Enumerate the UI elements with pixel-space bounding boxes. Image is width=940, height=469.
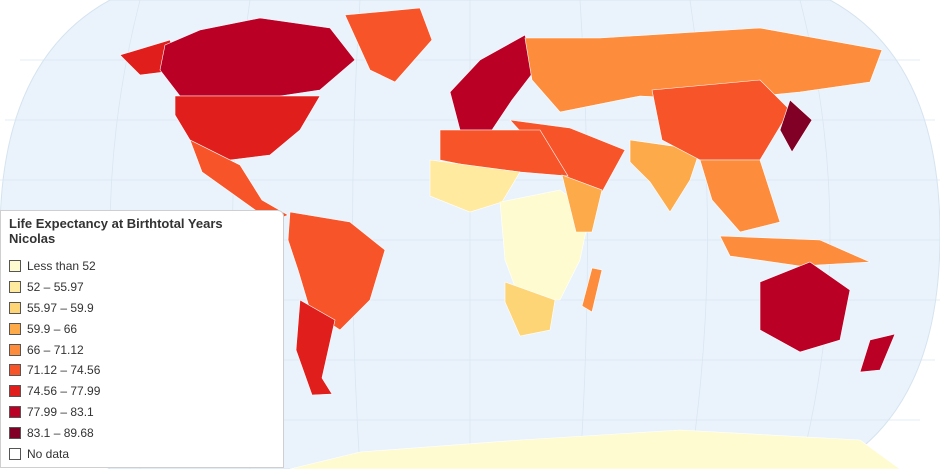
legend-item[interactable]: 77.99 – 83.1 bbox=[9, 402, 275, 423]
legend-swatch bbox=[9, 426, 21, 439]
legend-label: 52 – 55.97 bbox=[27, 280, 84, 295]
legend: Life Expectancy at Birthtotal Years Nico… bbox=[0, 210, 284, 468]
legend-item[interactable]: 66 – 71.12 bbox=[9, 339, 275, 360]
legend-title-line: Life Expectancy at Birthtotal Years bbox=[9, 216, 223, 231]
country bbox=[581, 267, 603, 313]
legend-swatch bbox=[9, 364, 21, 377]
country bbox=[699, 159, 781, 233]
legend-label: 74.56 – 77.99 bbox=[27, 384, 101, 399]
legend-item[interactable]: 74.56 – 77.99 bbox=[9, 381, 275, 402]
country bbox=[429, 159, 521, 213]
country bbox=[524, 27, 883, 113]
country bbox=[759, 261, 851, 353]
legend-label: 77.99 – 83.1 bbox=[27, 404, 94, 419]
country bbox=[859, 333, 896, 373]
country bbox=[295, 299, 336, 396]
legend-swatch bbox=[9, 301, 21, 314]
legend-title: Life Expectancy at Birthtotal Years Nico… bbox=[9, 216, 275, 246]
legend-swatch bbox=[9, 405, 21, 418]
countries bbox=[119, 7, 901, 469]
legend-label: No data bbox=[27, 446, 70, 461]
legend-swatch bbox=[9, 281, 21, 294]
legend-title-line: Nicolas bbox=[9, 231, 56, 246]
legend-item[interactable]: 55.97 – 59.9 bbox=[9, 298, 275, 319]
legend-item[interactable]: No data bbox=[9, 443, 275, 464]
country bbox=[779, 99, 813, 153]
country bbox=[719, 235, 871, 267]
country bbox=[344, 7, 433, 83]
legend-swatch bbox=[9, 385, 21, 398]
legend-item[interactable]: 83.1 – 89.68 bbox=[9, 422, 275, 443]
legend-item[interactable]: 52 – 55.97 bbox=[9, 277, 275, 298]
country bbox=[499, 189, 591, 301]
country bbox=[289, 429, 901, 469]
legend-label: Less than 52 bbox=[27, 259, 96, 274]
legend-swatch bbox=[9, 322, 21, 335]
legend-label: 55.97 – 59.9 bbox=[27, 300, 94, 315]
legend-swatch bbox=[9, 260, 21, 273]
legend-item[interactable]: 59.9 – 66 bbox=[9, 318, 275, 339]
legend-label: 71.12 – 74.56 bbox=[27, 363, 101, 378]
country bbox=[159, 17, 356, 97]
country bbox=[174, 95, 321, 161]
legend-label: 83.1 – 89.68 bbox=[27, 425, 94, 440]
legend-item[interactable]: 71.12 – 74.56 bbox=[9, 360, 275, 381]
legend-item[interactable]: Less than 52 bbox=[9, 256, 275, 277]
legend-swatch bbox=[9, 343, 21, 356]
legend-items: Less than 52 52 – 55.97 55.97 – 59.9 59.9 –… bbox=[9, 256, 275, 464]
country bbox=[287, 211, 386, 331]
country bbox=[561, 174, 603, 233]
country bbox=[504, 281, 556, 337]
legend-swatch bbox=[9, 447, 21, 460]
legend-label: 66 – 71.12 bbox=[27, 342, 84, 357]
legend-label: 59.9 – 66 bbox=[27, 321, 78, 336]
